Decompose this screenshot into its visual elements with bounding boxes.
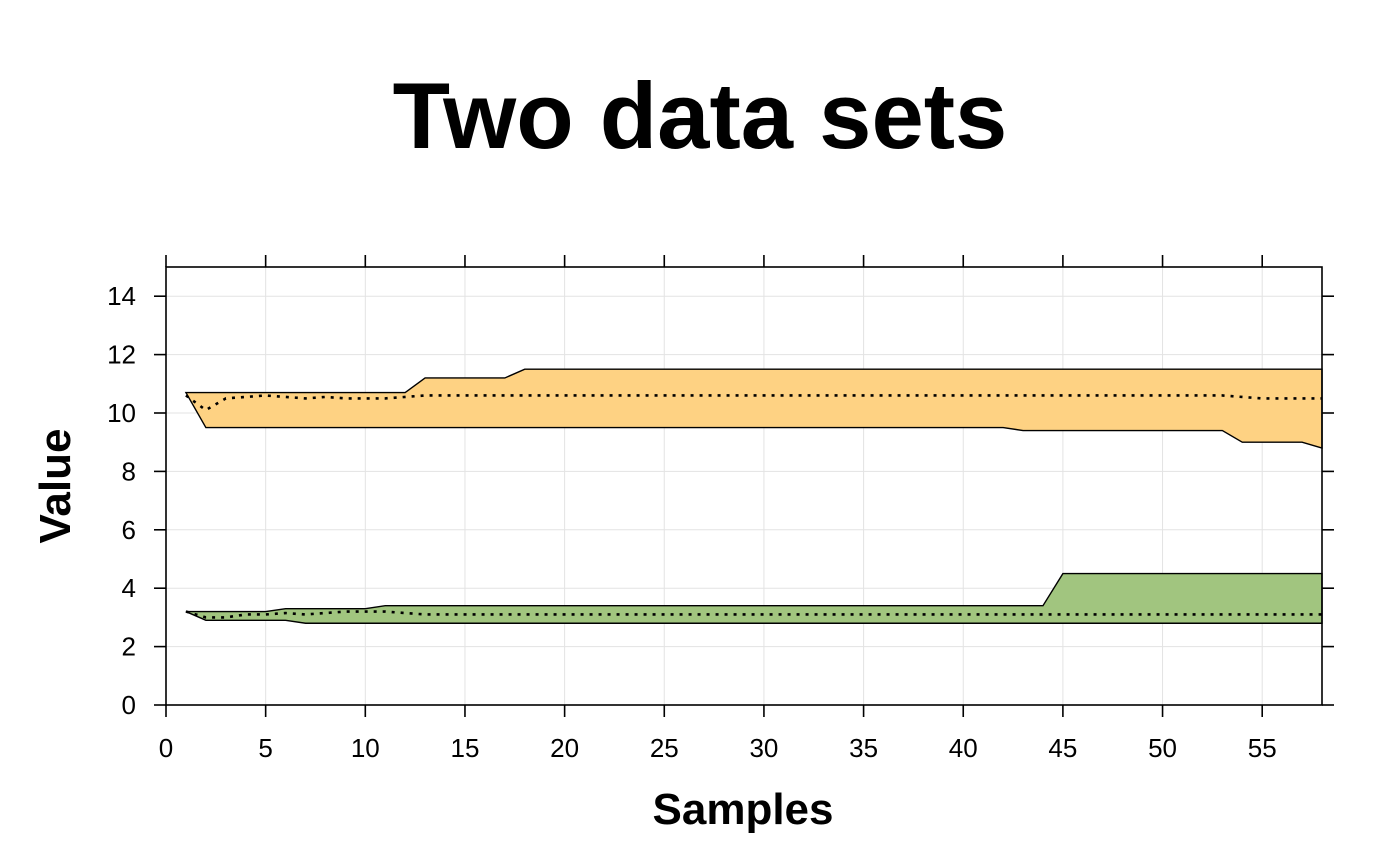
y-tick-label: 12 bbox=[107, 340, 136, 370]
plot-frame bbox=[165, 266, 1323, 706]
series-band-2 bbox=[185, 572, 1323, 624]
axis-ticks bbox=[154, 255, 1334, 717]
series-band-1 bbox=[184, 368, 1323, 449]
x-tick-label: 30 bbox=[749, 733, 778, 763]
y-tick-label: 0 bbox=[122, 690, 136, 720]
grid-lines bbox=[165, 267, 1322, 706]
x-tick-label: 0 bbox=[159, 733, 173, 763]
x-tick-label: 20 bbox=[550, 733, 579, 763]
series-mean-line-1 bbox=[185, 394, 1322, 412]
y-tick-label: 8 bbox=[122, 456, 136, 486]
x-tick-label: 5 bbox=[258, 733, 272, 763]
x-tick-label: 45 bbox=[1048, 733, 1077, 763]
x-tick-label: 50 bbox=[1148, 733, 1177, 763]
series-bands bbox=[184, 368, 1323, 624]
tick-labels: 0 5 10 15 20 25 30 35 40 45 50 55 0 2 4 6 8 10 12 14 bbox=[107, 281, 1277, 763]
y-tick-label: 4 bbox=[122, 573, 136, 603]
x-tick-label: 25 bbox=[650, 733, 679, 763]
y-tick-label: 10 bbox=[107, 398, 136, 428]
y-axis-label: Value bbox=[31, 429, 80, 544]
y-tick-label: 2 bbox=[122, 632, 136, 662]
x-tick-label: 55 bbox=[1248, 733, 1277, 763]
series-mean-lines bbox=[185, 394, 1322, 619]
chart-title: Two data sets bbox=[393, 63, 1008, 168]
x-axis-label: Samples bbox=[653, 785, 834, 834]
x-tick-label: 15 bbox=[451, 733, 480, 763]
y-tick-label: 6 bbox=[122, 515, 136, 545]
x-tick-label: 40 bbox=[949, 733, 978, 763]
x-tick-label: 35 bbox=[849, 733, 878, 763]
x-tick-label: 10 bbox=[351, 733, 380, 763]
series-mean-line-2 bbox=[185, 610, 1322, 619]
y-tick-label: 14 bbox=[107, 281, 136, 311]
